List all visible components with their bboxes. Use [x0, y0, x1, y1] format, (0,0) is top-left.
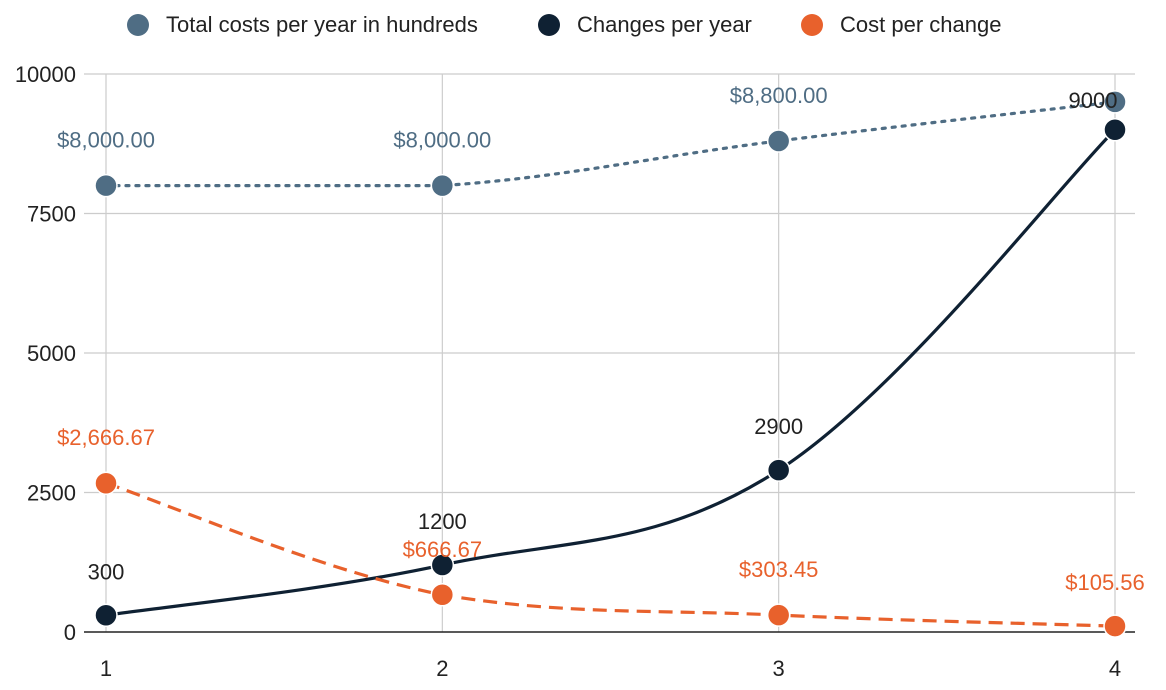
legend-marker-1[interactable]	[538, 14, 560, 36]
series-0-data-label: $8,000.00	[57, 128, 155, 153]
legend-marker-2[interactable]	[801, 14, 823, 36]
legend-marker-0[interactable]	[127, 14, 149, 36]
series-0-point-2[interactable]	[430, 173, 455, 198]
series-1-point-2[interactable]	[430, 553, 455, 577]
y-tick-label: 10000	[15, 62, 76, 87]
series-0-point-3[interactable]	[766, 129, 791, 153]
series-1-data-label: 2900	[754, 414, 803, 439]
series-2-point-1[interactable]	[94, 471, 118, 495]
series-1-point-1[interactable]	[94, 603, 118, 628]
x-tick-label: 4	[1109, 656, 1121, 681]
x-tick-label: 3	[773, 656, 785, 681]
legend-label-0[interactable]: Total costs per year in hundreds	[166, 12, 478, 37]
series-0-data-label: $8,000.00	[393, 128, 491, 153]
series-1-point-4[interactable]	[1103, 118, 1127, 142]
series-1-data-label: 300	[88, 559, 125, 584]
series-2-data-label: $2,666.67	[57, 425, 155, 450]
axes: 0 2500 5000 7500 10000 1 2 3 4	[15, 62, 1135, 681]
legend-label-2[interactable]: Cost per change	[840, 12, 1001, 37]
series-line-2	[105, 481, 1116, 628]
series-1-data-label: 1200	[418, 509, 467, 534]
legend-label-1[interactable]: Changes per year	[577, 12, 752, 37]
series-0-point-4[interactable]	[1103, 90, 1127, 114]
series-2-data-label: $666.67	[403, 537, 483, 562]
series-line-1	[105, 128, 1117, 617]
series-1-data-label: 9000	[1069, 88, 1118, 113]
series-line-0	[104, 100, 1117, 188]
grid	[84, 73, 1135, 632]
series-2-data-label: $105.56	[1065, 570, 1145, 595]
series-0-data-label: $8,800.00	[730, 83, 828, 108]
y-tick-label: 0	[64, 620, 76, 645]
y-tick-label: 5000	[27, 341, 76, 366]
series-1-point-3[interactable]	[766, 458, 791, 482]
x-tick-label: 2	[436, 656, 448, 681]
y-tick-label: 7500	[27, 202, 76, 227]
data-labels: $8,000.00 $8,000.00 $8,800.00 300 1200 2900 90…	[57, 83, 1145, 595]
series-2-point-4[interactable]	[1103, 614, 1127, 638]
series-2-point-2[interactable]	[430, 583, 455, 607]
x-tick-label: 1	[100, 656, 112, 681]
legend[interactable]: Total costs per year in hundreds Changes …	[127, 12, 1001, 37]
series-0-point-1[interactable]	[94, 173, 118, 198]
series-2-point-3[interactable]	[766, 603, 791, 627]
series	[94, 90, 1127, 638]
y-tick-label: 2500	[27, 481, 76, 506]
series-2-data-label: $303.45	[739, 557, 819, 582]
